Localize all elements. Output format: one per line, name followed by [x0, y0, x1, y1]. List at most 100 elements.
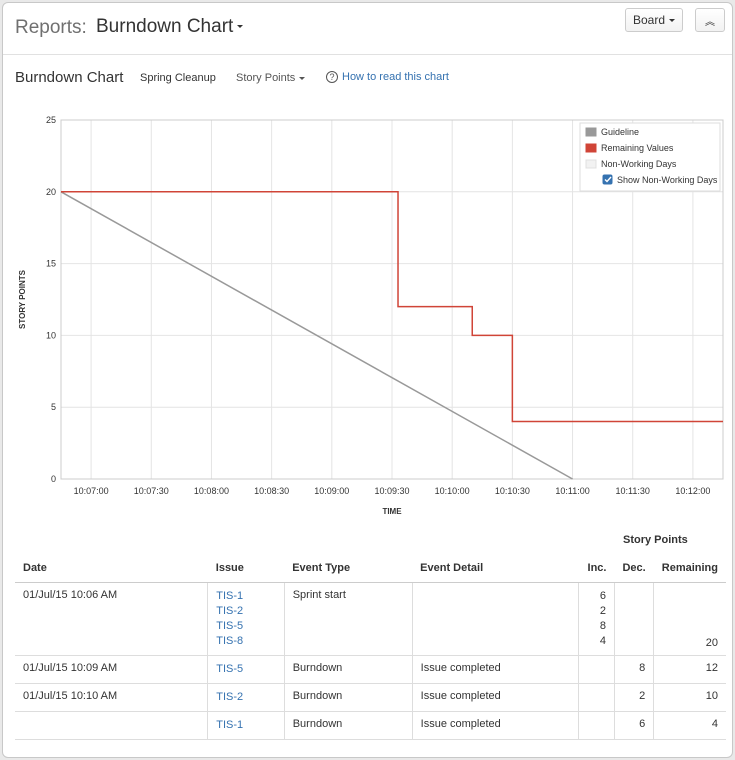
event-detail-cell — [411, 582, 579, 656]
dec-cell: 8 — [613, 655, 654, 684]
event-detail-cell: Issue completed — [411, 655, 579, 684]
table-row: 01/Jul/15 10:10 AM TIS-2 Burndown Issue com… — [15, 683, 726, 712]
event-detail-cell: Issue completed — [411, 711, 579, 740]
checkmark-icon — [604, 176, 612, 183]
legend-swatch — [585, 159, 597, 169]
guideline-series — [60, 191, 573, 480]
inc-value: 4 — [599, 635, 606, 647]
event-type-cell: Burndown — [283, 683, 413, 712]
date-cell: 01/Jul/15 10:09 AM — [15, 655, 208, 684]
legend-swatch — [585, 143, 597, 153]
y-axis-title: STORY POINTS — [18, 269, 27, 329]
column-header: Dec. — [614, 554, 654, 583]
issue-link[interactable]: TIS-5 — [216, 620, 244, 632]
inc-cell — [578, 683, 615, 712]
legend-label: Guideline — [601, 127, 639, 137]
inc-value: 6 — [599, 590, 606, 602]
legend-label: Remaining Values — [601, 143, 674, 153]
column-header: Inc. — [578, 554, 615, 583]
board-button[interactable]: Board — [625, 8, 683, 32]
help-link-label: How to read this chart — [342, 71, 449, 83]
dec-cell: 6 — [613, 711, 654, 740]
dec-cell — [613, 582, 654, 656]
x-tick-label: 10:12:00 — [675, 486, 710, 496]
x-tick-label: 10:09:00 — [314, 486, 349, 496]
remaining-cell: 10 — [653, 683, 726, 712]
table-row: 01/Jul/15 10:06 AM TIS-1 TIS-2 TIS-5 TIS-8 Sp… — [15, 582, 726, 656]
chevron-down-icon — [299, 76, 306, 80]
inc-cell: 6 2 8 4 — [578, 582, 615, 656]
burndown-chart: 0 5 10 15 20 25 10:07:00 10:07:30 10:08:00 10:08:… — [18, 115, 724, 516]
question-icon: ? — [326, 71, 338, 83]
x-tick-label: 10:10:00 — [435, 486, 470, 496]
remaining-cell: 12 — [653, 655, 726, 684]
collapse-button[interactable]: ︽ — [695, 8, 725, 32]
column-header: Date — [15, 554, 208, 583]
column-header: Issue — [207, 554, 285, 583]
reports-label: Reports: — [15, 17, 87, 38]
remaining-cell: 4 — [653, 711, 726, 740]
board-button-label: Board — [632, 13, 666, 27]
event-detail-cell: Issue completed — [411, 683, 579, 712]
story-points-group-header: Story Points — [623, 534, 688, 546]
event-type-cell: Burndown — [283, 711, 413, 740]
table-header-row: Date Issue Event Type Event Detail Inc. Dec. R… — [15, 554, 726, 583]
page-header: Reports: Burndown Chart Board ︽ — [3, 3, 732, 55]
table-body: 01/Jul/15 10:06 AM TIS-1 TIS-2 TIS-5 TIS-8 Sp… — [15, 582, 726, 740]
issue-link[interactable]: TIS-2 — [216, 605, 244, 617]
date-cell: 01/Jul/15 10:10 AM — [15, 683, 208, 712]
chevron-down-icon — [669, 18, 676, 22]
legend-label: Non-Working Days — [601, 159, 677, 169]
y-tick-label: 5 — [51, 402, 56, 412]
column-header: Event Detail — [412, 554, 579, 583]
inc-cell — [578, 711, 615, 740]
x-tick-label: 10:08:30 — [254, 486, 289, 496]
x-tick-label: 10:07:30 — [134, 486, 169, 496]
inc-cell — [578, 655, 615, 684]
x-axis-title: TIME — [382, 507, 402, 516]
table-row: 01/Jul/15 10:09 AM TIS-5 Burndown Issue com… — [15, 655, 726, 684]
x-tick-label: 10:09:30 — [374, 486, 409, 496]
chart-toolbar: Burndown Chart Spring Cleanup Story Poin… — [3, 63, 732, 93]
sprint-name: Spring Cleanup — [140, 72, 216, 84]
remaining-cell: 20 — [653, 582, 726, 656]
issue-link[interactable]: TIS-1 — [216, 590, 244, 602]
remaining-values-series — [61, 191, 723, 423]
x-tick-label: 10:08:00 — [194, 486, 229, 496]
issue-link[interactable]: TIS-2 — [216, 691, 244, 703]
event-type-cell: Sprint start — [283, 582, 413, 656]
estimation-label: Story Points — [236, 72, 296, 84]
report-selector[interactable]: Burndown Chart — [96, 16, 244, 38]
chevron-down-icon — [237, 25, 244, 29]
legend-swatch — [585, 127, 597, 137]
event-table: Date Issue Event Type Event Detail Inc. Dec. R… — [15, 554, 726, 740]
y-tick-label: 20 — [46, 187, 56, 197]
inc-value: 2 — [599, 605, 606, 617]
issue-cell: TIS-1 TIS-2 TIS-5 TIS-8 — [207, 582, 285, 656]
column-header: Event Type — [284, 554, 413, 583]
event-type-cell: Burndown — [283, 655, 413, 684]
show-non-working-days-checkbox[interactable] — [602, 174, 613, 185]
date-cell — [15, 711, 208, 740]
x-tick-label: 10:11:30 — [616, 486, 650, 496]
table-row: TIS-1 Burndown Issue completed 6 4 — [15, 711, 726, 740]
issue-cell: TIS-1 — [207, 711, 285, 740]
show-non-working-days-label: Show Non-Working Days — [617, 175, 718, 185]
double-chevron-up-icon: ︽ — [705, 16, 715, 28]
estimation-dropdown[interactable]: Story Points — [236, 72, 306, 84]
issue-cell: TIS-5 — [207, 655, 285, 684]
issue-cell: TIS-2 — [207, 683, 285, 712]
x-tick-label: 10:10:30 — [495, 486, 530, 496]
y-tick-label: 10 — [46, 330, 56, 340]
column-header: Remaining — [653, 554, 726, 583]
x-tick-label: 10:11:00 — [555, 486, 589, 496]
issue-link[interactable]: TIS-1 — [216, 719, 244, 731]
issue-link[interactable]: TIS-5 — [216, 663, 244, 675]
y-tick-label: 0 — [51, 474, 56, 484]
report-name: Burndown Chart — [96, 16, 234, 37]
inc-value: 8 — [599, 620, 606, 632]
issue-link[interactable]: TIS-8 — [216, 635, 244, 647]
help-link[interactable]: ? How to read this chart — [326, 71, 449, 83]
date-cell: 01/Jul/15 10:06 AM — [15, 582, 208, 656]
